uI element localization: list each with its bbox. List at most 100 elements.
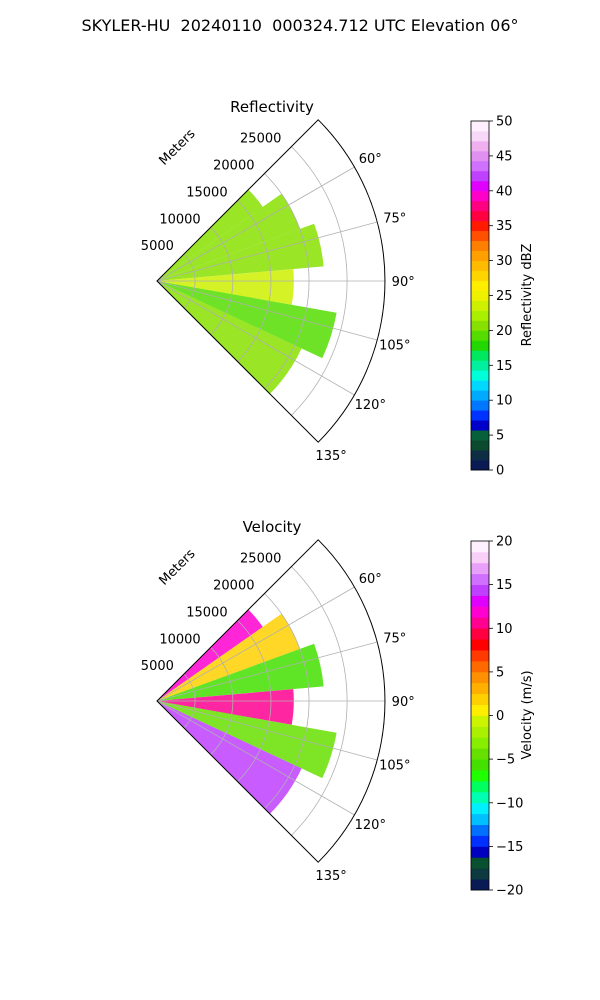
- colorbar-swatch: [471, 410, 489, 421]
- colorbar-tick-label: 5: [496, 429, 504, 444]
- colorbar-swatch: [471, 390, 489, 401]
- sector-frame: [156, 119, 386, 443]
- range-tick-label: 25000: [240, 552, 281, 567]
- field-sector-0: [157, 609, 263, 701]
- colorbar-swatch: [471, 584, 489, 596]
- colorbar-swatch: [471, 791, 489, 804]
- reflectivity-colorbar: 0 5 10 15 20 25 30 35 40 45 50: [470, 115, 513, 479]
- colorbar-swatch: [471, 180, 489, 192]
- reflectivity-colorbar-label: Reflectivity dBZ: [520, 244, 535, 347]
- velocity-colorbar-label: Velocity (m/s): [520, 670, 535, 759]
- velocity-panel: Velocity 5000 10000 15000 20000 25000 60° 75°…: [141, 518, 535, 899]
- azimuth-tick-label: 90°: [392, 275, 415, 290]
- reflectivity-field: [157, 189, 337, 394]
- colorbar-swatch: [471, 270, 489, 281]
- colorbar-swatch: [471, 562, 489, 575]
- colorbar-swatch: [471, 541, 489, 553]
- azimuth-tick-label: 60°: [359, 572, 382, 587]
- azimuth-tick-label: 135°: [315, 449, 346, 464]
- colorbar-swatch: [471, 682, 489, 695]
- reflectivity-title: Reflectivity: [230, 98, 314, 116]
- colorbar-tick-label: 20: [496, 535, 513, 550]
- colorbar-swatch: [471, 170, 489, 182]
- range-tick-label: 20000: [213, 579, 254, 594]
- velocity-title: Velocity: [243, 518, 302, 536]
- figure-title: SKYLER-HU 20240110 000324.712 UTC Elevat…: [81, 16, 519, 35]
- azimuth-line-1: [156, 221, 378, 282]
- colorbar-swatch: [471, 350, 489, 361]
- colorbar-swatch: [471, 650, 489, 662]
- colorbar-swatch: [471, 360, 489, 371]
- colorbar-swatch: [471, 310, 489, 321]
- velocity-colorbar: −20 −15 −10 −5 0 5 10 15 20: [470, 535, 523, 899]
- colorbar-tick-label: 15: [496, 359, 513, 374]
- azimuth-line-1: [156, 641, 378, 702]
- colorbar-swatch: [471, 370, 489, 381]
- field-sector-2: [157, 223, 324, 281]
- colorbar-swatch: [471, 460, 489, 471]
- colorbar-tick-label: 20: [496, 324, 513, 339]
- range-tick-label: 15000: [186, 185, 227, 200]
- azimuth-line-3: [156, 280, 378, 341]
- colorbar-swatch: [471, 250, 489, 261]
- colorbar-swatch: [471, 802, 489, 815]
- colorbar-swatch: [471, 671, 489, 684]
- azimuth-tick-label: 120°: [355, 398, 386, 413]
- colorbar-swatch: [471, 813, 489, 825]
- range-tick-label: 25000: [240, 132, 281, 147]
- reflectivity-panel: Reflectivity 5000 10000 15000 20000 25000 60…: [141, 98, 535, 479]
- azimuth-tick-label: 75°: [383, 211, 406, 226]
- velocity-azimuth-ticks: 60° 75° 90° 105° 120° 135°: [315, 572, 414, 884]
- colorbar-swatch: [471, 857, 489, 869]
- colorbar-tick-label: 15: [496, 578, 513, 593]
- colorbar-tick-label: −20: [496, 884, 523, 899]
- azimuth-tick-label: 135°: [315, 869, 346, 884]
- colorbar-swatch: [471, 628, 489, 640]
- colorbar-tick-label: 45: [496, 149, 513, 164]
- colorbar-swatch: [471, 400, 489, 411]
- colorbar-swatch: [471, 780, 489, 793]
- colorbar-swatch: [471, 121, 489, 132]
- field-sector-0: [157, 189, 263, 281]
- colorbar-swatch: [471, 551, 489, 564]
- colorbar-tick-label: 25: [496, 289, 513, 304]
- colorbar-swatch: [471, 660, 489, 673]
- colorbar-swatch: [471, 595, 489, 607]
- colorbar-swatch: [471, 824, 489, 836]
- colorbar-swatch: [471, 573, 489, 586]
- colorbar-swatch: [471, 737, 489, 749]
- azimuth-tick-label: 90°: [392, 695, 415, 710]
- colorbar-tick-label: −10: [496, 796, 523, 811]
- range-tick-label: 5000: [141, 659, 174, 674]
- reflectivity-range-ticks: 5000 10000 15000 20000 25000: [141, 132, 282, 255]
- colorbar-swatch: [471, 868, 489, 880]
- colorbar-tick-label: 35: [496, 219, 513, 234]
- colorbar-swatch: [471, 160, 489, 172]
- colorbar-tick-label: −5: [496, 753, 515, 768]
- colorbar-swatch: [471, 140, 489, 152]
- colorbar-swatch: [471, 230, 489, 242]
- colorbar-swatch: [471, 220, 489, 232]
- colorbar-swatch: [471, 190, 489, 202]
- field-sector-5: [157, 281, 302, 394]
- colorbar-swatch: [471, 210, 489, 222]
- colorbar-tick-label: 40: [496, 184, 513, 199]
- colorbar-swatch: [471, 450, 489, 461]
- range-tick-label: 15000: [186, 605, 227, 620]
- colorbar-swatch: [471, 300, 489, 311]
- azimuth-line-4: [156, 280, 355, 396]
- colorbar-swatch: [471, 704, 489, 716]
- azimuth-tick-label: 75°: [383, 631, 406, 646]
- azimuth-tick-label: 105°: [379, 759, 410, 774]
- field-sector-3: [157, 269, 294, 305]
- azimuth-line-3: [156, 700, 378, 761]
- azimuth-line-0: [156, 586, 355, 702]
- colorbar-swatch: [471, 879, 489, 891]
- reflectivity-radial-label: Meters: [157, 126, 199, 168]
- azimuth-tick-label: 120°: [355, 818, 386, 833]
- colorbar-swatch: [471, 240, 489, 252]
- field-sector-4: [157, 281, 337, 359]
- azimuth-tick-label: 105°: [379, 339, 410, 354]
- colorbar-swatch: [471, 420, 489, 431]
